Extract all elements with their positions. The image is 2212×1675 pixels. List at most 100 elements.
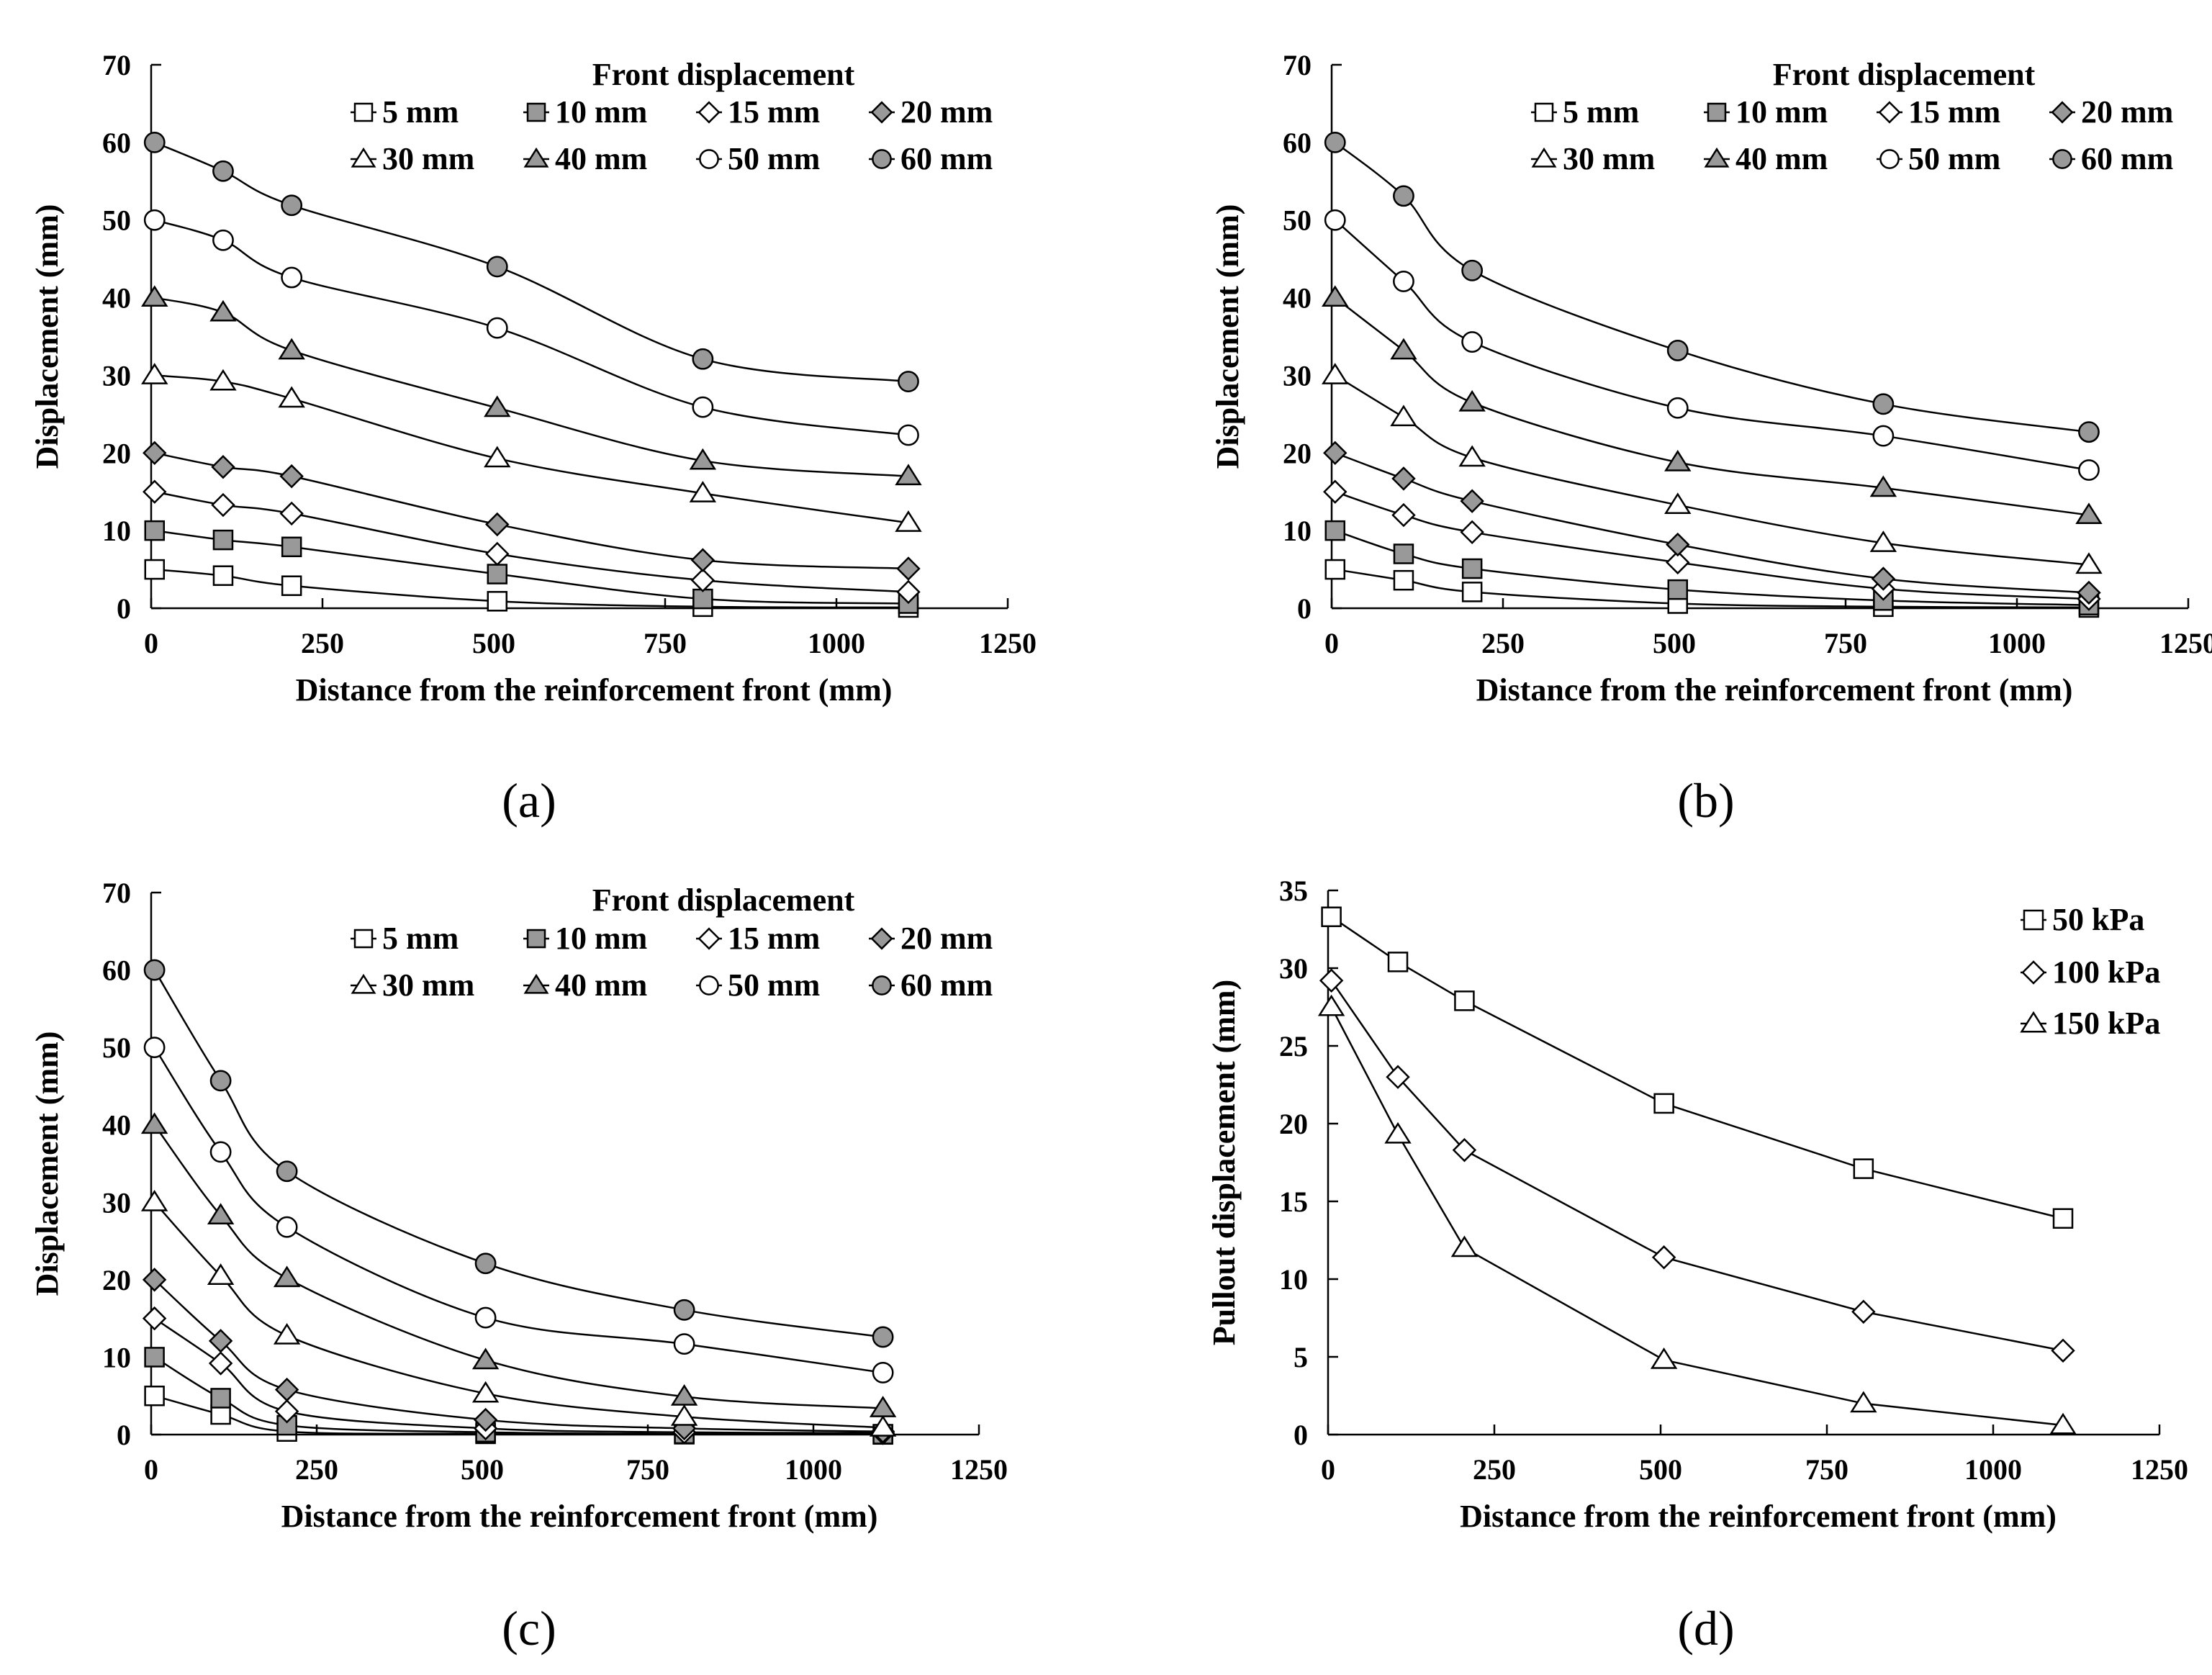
- y-tick-label: 70: [1283, 49, 1312, 81]
- data-point: [474, 1306, 497, 1329]
- x-tick-label: 500: [472, 627, 515, 659]
- legend-label: 20 mm: [900, 921, 993, 956]
- data-point: [487, 564, 508, 584]
- legend: 50 kPa 100 kPa 150 kPa: [2020, 902, 2160, 1041]
- y-tick-label: 40: [1283, 282, 1312, 315]
- x-tick-label: 1000: [808, 627, 865, 659]
- series-line: [153, 1317, 883, 1435]
- data-point: [673, 1299, 695, 1321]
- data-point: [273, 1323, 301, 1345]
- data-point: [1461, 582, 1483, 602]
- data-point: [207, 1203, 235, 1225]
- series-line: [154, 1395, 883, 1436]
- series-line: [154, 141, 909, 383]
- data-point: [898, 424, 919, 446]
- series-line: [153, 1201, 883, 1429]
- data-point: [692, 588, 713, 610]
- data-point: [143, 209, 166, 231]
- data-point: [872, 1326, 894, 1348]
- data-point: [689, 481, 717, 502]
- data-point: [1460, 520, 1484, 545]
- series-line: [1335, 568, 2089, 609]
- data-point: [1664, 492, 1692, 515]
- series-line: [154, 219, 909, 436]
- data-point: [211, 454, 235, 479]
- data-point: [1851, 1299, 1876, 1324]
- data-point: [212, 160, 234, 182]
- legend-marker: [699, 149, 719, 169]
- legend-marker: [2020, 1011, 2047, 1033]
- data-point: [692, 396, 714, 418]
- data-point: [1653, 1093, 1674, 1114]
- chart-panel-a: 0 10 20 30 40 50 60 70 0 250 500 750 1000 1250 Distanc…: [30, 49, 1037, 828]
- data-point: [1869, 531, 1897, 552]
- series-line: [1330, 916, 2064, 1219]
- legend-label: 15 mm: [1908, 94, 2000, 130]
- data-point: [689, 448, 717, 470]
- data-point: [144, 1385, 165, 1407]
- data-point: [1460, 489, 1484, 513]
- panel-label: (a): [502, 773, 556, 828]
- data-point: [209, 369, 237, 391]
- data-point: [140, 1189, 168, 1211]
- x-axis-title: Distance from the reinforcement front (m…: [281, 1499, 878, 1534]
- y-tick-label: 20: [1279, 1108, 1308, 1140]
- data-point: [2075, 552, 2103, 574]
- data-point: [143, 1037, 166, 1059]
- legend-marker: [1534, 102, 1554, 122]
- y-tick-label: 10: [102, 1341, 131, 1373]
- y-tick-label: 60: [102, 127, 131, 159]
- data-point: [209, 1141, 232, 1163]
- chart-panel-d: 0 5 10 15 20 25 30 35 0 250 500 750 1000 1250 Distance…: [1206, 875, 2188, 1656]
- data-point: [1850, 1391, 1877, 1413]
- data-point: [869, 1396, 897, 1417]
- legend-label: 50 mm: [728, 967, 820, 1003]
- legend-label: 10 mm: [555, 94, 647, 130]
- x-tick-label: 1250: [979, 627, 1037, 659]
- legend-label: 50 kPa: [2052, 902, 2144, 937]
- y-tick-label: 0: [1297, 592, 1312, 625]
- data-point: [143, 479, 167, 504]
- series-line: [1330, 980, 2064, 1352]
- legend-marker: [523, 973, 549, 994]
- data-point: [484, 446, 511, 468]
- y-tick-label: 10: [1283, 515, 1312, 547]
- series-line: [1334, 219, 2090, 471]
- legend-label: 30 mm: [1563, 141, 1655, 176]
- series-line: [1334, 297, 2090, 516]
- data-point: [142, 1268, 167, 1292]
- legend-marker: [699, 975, 719, 995]
- data-point: [1871, 566, 1896, 591]
- y-tick-label: 25: [1279, 1030, 1308, 1062]
- data-point: [869, 1415, 897, 1437]
- x-axis-title: Distance from the reinforcement front (m…: [1460, 1499, 2057, 1534]
- x-tick-label: 1000: [785, 1453, 842, 1486]
- data-point: [1386, 1065, 1410, 1089]
- data-point: [273, 1265, 301, 1288]
- y-tick-label: 20: [1283, 437, 1312, 469]
- data-point: [1650, 1347, 1678, 1369]
- data-point: [474, 1252, 497, 1275]
- chart-panel-c: 0 10 20 30 40 50 60 70 0 250 500 750 1000 1250 Distanc…: [30, 877, 1008, 1656]
- data-point: [1666, 340, 1689, 361]
- y-tick-label: 5: [1294, 1341, 1308, 1373]
- data-point: [895, 510, 922, 532]
- y-tick-label: 30: [102, 1186, 131, 1219]
- legend-marker: [1707, 102, 1727, 122]
- data-point: [1853, 1158, 1874, 1179]
- data-point: [1393, 271, 1414, 292]
- legend-label: 20 mm: [2081, 94, 2173, 130]
- legend-marker: [351, 147, 376, 168]
- data-point: [1319, 968, 1344, 993]
- legend-title: Front displacement: [1773, 57, 2036, 92]
- legend-marker: [353, 929, 374, 949]
- data-point: [143, 441, 167, 466]
- data-point: [2078, 421, 2100, 443]
- x-tick-label: 750: [1824, 627, 1867, 659]
- data-point: [1393, 185, 1414, 207]
- x-tick-label: 750: [626, 1453, 669, 1486]
- x-tick-label: 250: [301, 627, 344, 659]
- legend-marker: [1704, 147, 1730, 168]
- y-tick-label: 30: [1279, 952, 1308, 985]
- data-point: [281, 575, 302, 596]
